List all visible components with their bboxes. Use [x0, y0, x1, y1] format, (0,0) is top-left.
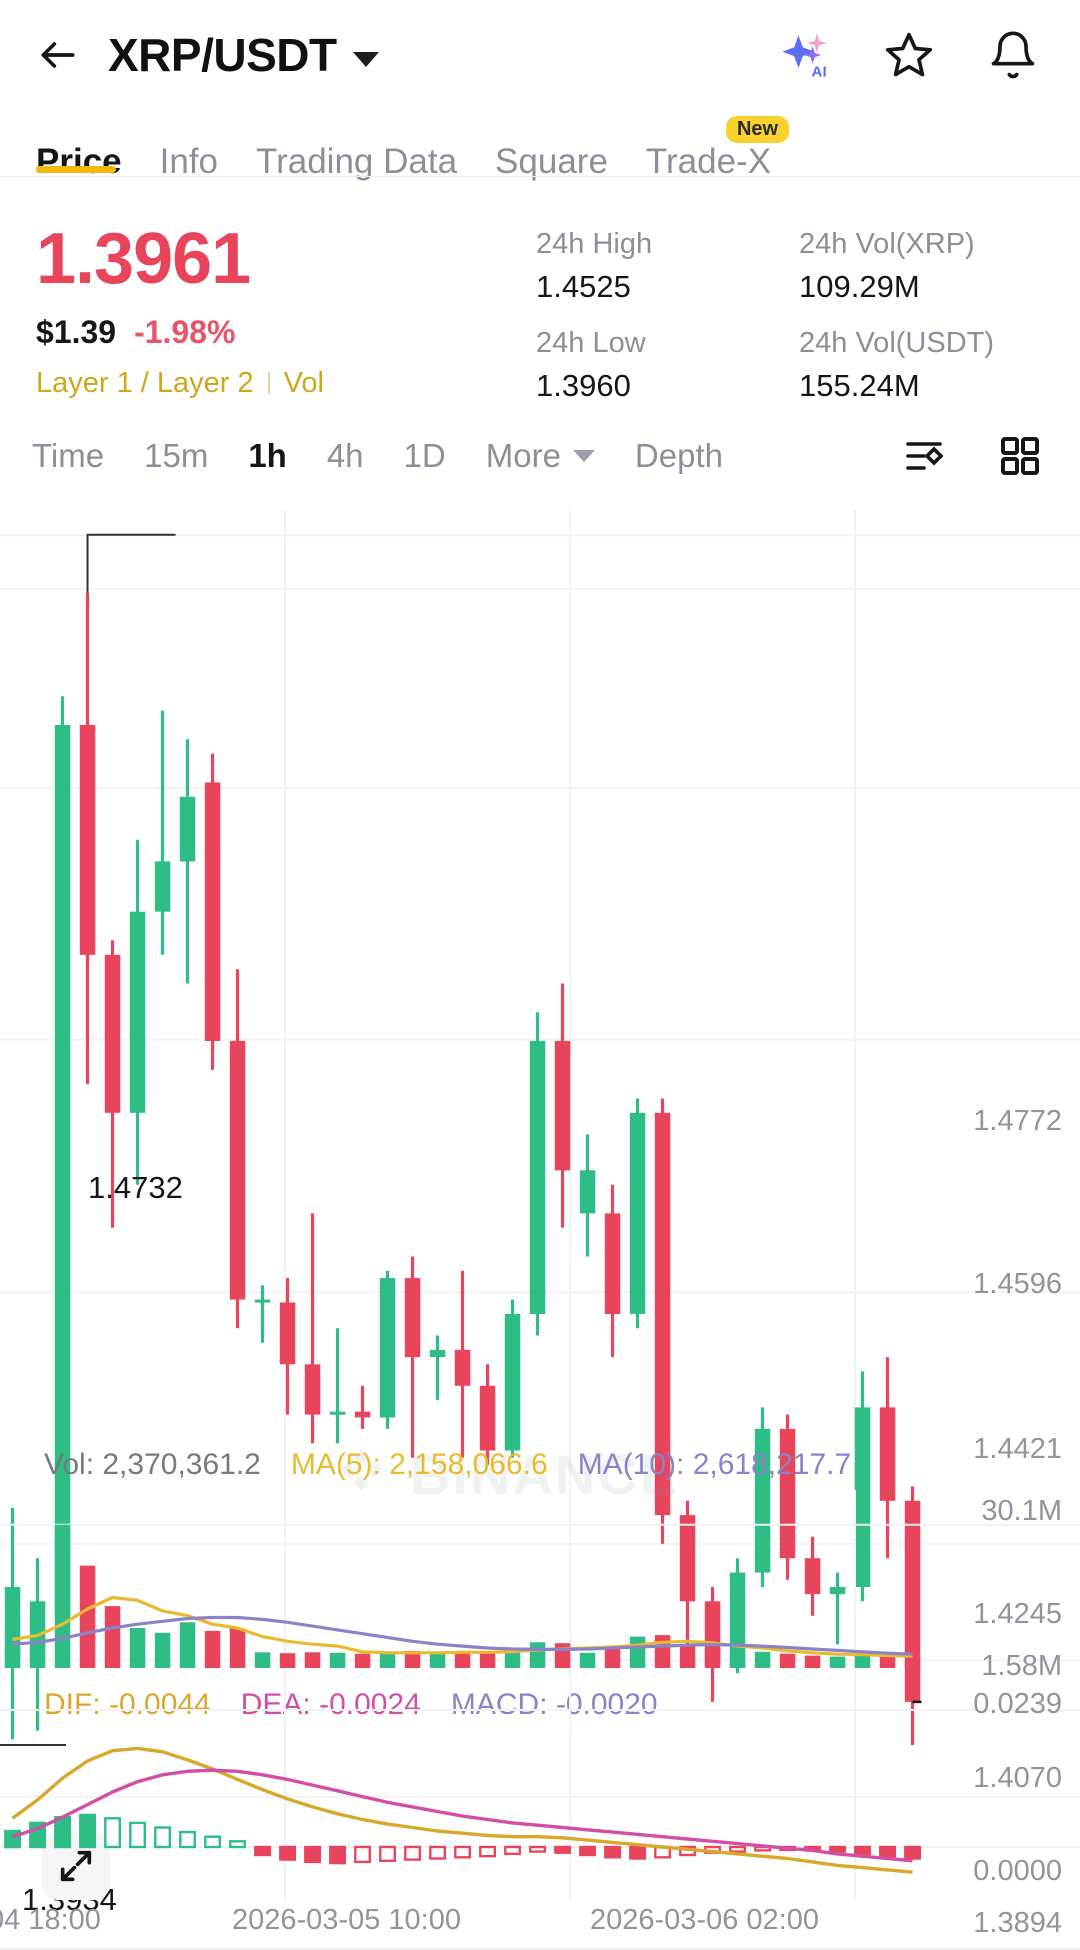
- macd-axis-tick: 0.0239: [973, 1688, 1062, 1720]
- macd-legend: DIF: -0.0044 DEA: -0.0024 MACD: -0.0020: [44, 1688, 658, 1722]
- time-axis: 04 18:00 2026-03-05 10:00 2026-03-06 02:…: [0, 1890, 1080, 1950]
- tab-trading-data[interactable]: Trading Data: [256, 142, 458, 181]
- stat-value: 1.3960: [536, 368, 631, 403]
- interval-time[interactable]: Time: [32, 437, 105, 474]
- usd-price: $1.39: [36, 313, 117, 350]
- arrow-left-icon[interactable]: [30, 27, 86, 83]
- macd-legend-dea: DEA: -0.0024: [240, 1688, 421, 1721]
- candlestick-chart[interactable]: [0, 502, 1080, 1862]
- stat-24h-vol-usdt: 24h Vol(USDT) 155.24M: [799, 327, 1044, 404]
- high-price-marker: 1.4732: [88, 1170, 183, 1205]
- macd-legend-dif: DIF: -0.0044: [44, 1688, 211, 1721]
- tag-vol[interactable]: Vol: [283, 366, 324, 399]
- volume-axis-tick: 1.58M: [981, 1650, 1062, 1682]
- interval-4h[interactable]: 4h: [326, 437, 364, 474]
- interval-1d[interactable]: 1D: [403, 437, 446, 474]
- time-axis-tick: 2026-03-06 02:00: [590, 1904, 819, 1936]
- page-title[interactable]: XRP/USDT: [108, 29, 337, 81]
- interval-more-label: More: [485, 437, 561, 474]
- tab-square[interactable]: Square: [495, 142, 608, 181]
- stat-label: 24h Low: [536, 327, 646, 359]
- price-axis-tick: 1.4421: [973, 1433, 1062, 1465]
- section-tabs: Price Info Trading Data Square Trade-X N…: [0, 110, 1080, 188]
- ticker-panel: 1.3961 $1.39 -1.98% Layer 1 / Layer 2 Vo…: [0, 188, 1080, 410]
- macd-legend-macd: MACD: -0.0020: [450, 1688, 658, 1721]
- indicator-settings-icon[interactable]: [896, 428, 952, 484]
- time-axis-tick: 2026-03-05 10:00: [232, 1904, 461, 1936]
- interval-15m[interactable]: 15m: [144, 437, 209, 474]
- stats-grid: 24h High 1.4525 24h Vol(XRP) 109.29M 24h…: [536, 222, 1044, 404]
- macd-axis-tick: 0.0000: [973, 1855, 1062, 1887]
- bell-icon[interactable]: [984, 26, 1042, 84]
- price-axis-tick: 1.4596: [973, 1268, 1062, 1300]
- stat-label: 24h Vol(USDT): [799, 327, 995, 359]
- tag-layer[interactable]: Layer 1 / Layer 2: [36, 366, 254, 399]
- grid-layout-icon[interactable]: [992, 428, 1048, 484]
- price-axis-tick: 1.4070: [973, 1762, 1062, 1794]
- stat-24h-low: 24h Low 1.3960: [536, 327, 781, 404]
- time-axis-tick: 04 18:00: [0, 1904, 101, 1936]
- interval-toolbar: Time 15m 1h 4h 1D More Depth: [0, 410, 1080, 502]
- volume-legend: Vol: 2,370,361.2 MA(5): 2,158,066.6 MA(1…: [44, 1448, 851, 1482]
- price-axis-tick: 1.4245: [973, 1598, 1062, 1630]
- stat-value: 155.24M: [799, 368, 920, 403]
- interval-more-button[interactable]: More: [486, 437, 595, 475]
- active-tab-underline: [36, 166, 116, 173]
- volume-subchart[interactable]: [0, 1490, 1080, 1680]
- volume-legend-ma5: MA(5): 2,158,066.6: [290, 1448, 548, 1481]
- ai-sparkle-icon[interactable]: AI: [776, 26, 834, 84]
- bottom-rule: [0, 1948, 1080, 1950]
- last-price: 1.3961: [36, 219, 251, 299]
- stat-label: 24h Vol(XRP): [799, 228, 975, 260]
- star-icon[interactable]: [880, 26, 938, 84]
- interval-1h[interactable]: 1h: [248, 437, 287, 474]
- volume-axis-tick: 30.1M: [981, 1495, 1062, 1527]
- chevron-down-icon: [572, 450, 595, 462]
- stat-value: 1.4525: [536, 269, 631, 304]
- stat-label: 24h High: [536, 228, 653, 260]
- new-badge: New: [725, 116, 790, 143]
- stat-value: 109.29M: [799, 269, 920, 304]
- price-axis-tick: 1.3894: [973, 1907, 1062, 1939]
- tab-trade-x-label: Trade-X: [645, 142, 772, 181]
- change-percent: -1.98%: [134, 313, 236, 350]
- price-axis-tick: 1.4772: [973, 1105, 1062, 1137]
- tag-separator: [267, 372, 270, 395]
- fullscreen-expand-icon[interactable]: [42, 1832, 110, 1900]
- tab-info[interactable]: Info: [159, 142, 219, 181]
- chevron-down-icon[interactable]: [352, 51, 379, 67]
- stat-24h-vol-xrp: 24h Vol(XRP) 109.29M: [799, 228, 1044, 305]
- volume-legend-ma10: MA(10): 2,618,217.7: [577, 1448, 852, 1481]
- app-header: XRP/USDT AI: [0, 0, 1080, 110]
- header-divider: [0, 176, 1080, 177]
- tab-trade-x[interactable]: Trade-X New: [645, 116, 790, 188]
- volume-legend-vol: Vol: 2,370,361.2: [44, 1448, 261, 1481]
- tab-price[interactable]: Price: [36, 142, 122, 181]
- svg-text:AI: AI: [812, 64, 827, 81]
- toolbar-divider: [0, 588, 1080, 589]
- depth-button[interactable]: Depth: [634, 437, 723, 474]
- stat-24h-high: 24h High 1.4525: [536, 228, 781, 305]
- macd-subchart[interactable]: [0, 1680, 1080, 1900]
